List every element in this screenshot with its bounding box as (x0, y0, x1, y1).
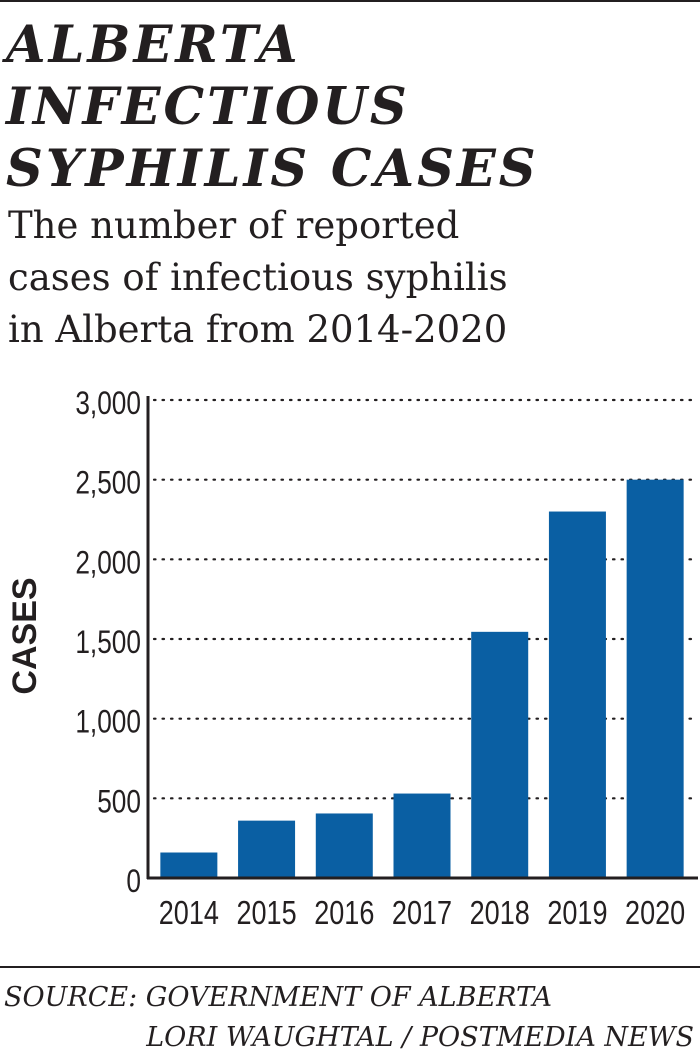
x-tick-label: 2016 (314, 896, 374, 932)
y-tick-label: 0 (126, 865, 141, 900)
y-axis-ticks: 0 500 1,000 1,500 2,000 2,500 3,000 (75, 387, 141, 900)
bar-2014 (160, 852, 218, 878)
bar-2017 (393, 793, 451, 878)
x-tick-label: 2018 (470, 896, 530, 932)
bar-2018 (471, 631, 529, 878)
author-credit: LORI WAUGHTAL / POSTMEDIA NEWS (146, 1022, 694, 1053)
bar-2020 (626, 479, 684, 878)
x-tick-label: 2015 (236, 896, 296, 932)
y-tick-label: 500 (97, 785, 141, 820)
chart-subtitle: The number of reported cases of infectio… (8, 204, 508, 351)
bar-2016 (315, 813, 373, 878)
source-credit: SOURCE: GOVERNMENT OF ALBERTA (4, 982, 553, 1013)
x-tick-label: 2020 (625, 896, 685, 932)
y-tick-label: 2,000 (75, 546, 141, 581)
x-tick-label: 2019 (547, 896, 607, 932)
y-tick-label: 3,000 (75, 387, 141, 422)
bar-2019 (548, 511, 606, 878)
gridlines (152, 398, 694, 800)
y-tick-label: 1,500 (75, 626, 141, 661)
y-axis-label: CASES (6, 577, 44, 694)
x-tick-label: 2017 (392, 896, 452, 932)
x-axis-ticks: 2014 2015 2016 2017 2018 2019 2020 (159, 896, 685, 932)
chart-title: ALBERTA INFECTIOUS SYPHILIS CASES (6, 15, 539, 199)
bar-2015 (238, 820, 296, 878)
y-tick-label: 2,500 (75, 466, 141, 501)
bars (160, 479, 684, 878)
top-rule (0, 0, 700, 2)
y-tick-label: 1,000 (75, 705, 141, 740)
x-tick-label: 2014 (159, 896, 219, 932)
bottom-rule (0, 966, 700, 968)
